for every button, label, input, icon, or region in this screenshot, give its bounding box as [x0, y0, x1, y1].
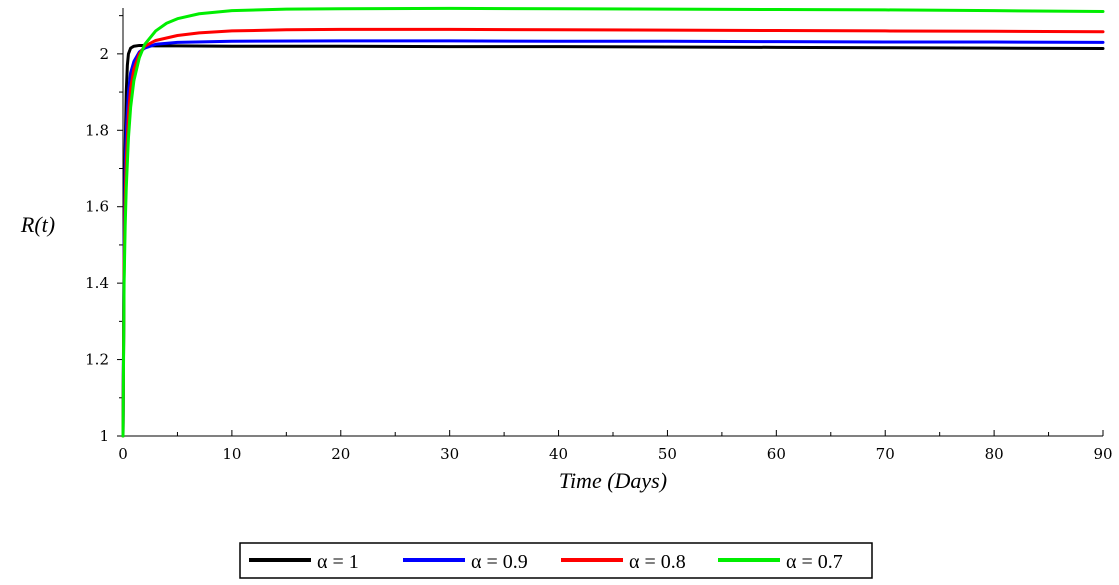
legend-label-3: α = 0.8	[629, 551, 686, 573]
y-tick-label: 1	[99, 427, 109, 445]
x-tick-label: 0	[118, 445, 128, 463]
series-line-2	[121, 39, 1105, 438]
y-tick-label: 2	[99, 45, 109, 63]
x-axis-label: Time (Days)	[559, 468, 667, 493]
y-tick-label: 1.8	[85, 121, 109, 139]
legend: α = 1 α = 0.9 α = 0.8 α = 0.7	[239, 542, 873, 579]
y-axis-label: R(t)	[20, 212, 55, 237]
series-group	[121, 6, 1105, 438]
x-tick-label: 40	[549, 445, 568, 463]
legend-label-1: α = 1	[317, 551, 359, 573]
legend-label-2: α = 0.9	[471, 551, 528, 573]
x-tick-label: 30	[440, 445, 459, 463]
axes: 0 10 20 30 40 50 60 70 80 90 1 1.2 1.4 1.6 1.8 2	[85, 8, 1113, 463]
x-tick-label: 50	[658, 445, 677, 463]
x-tick-label: 20	[331, 445, 350, 463]
series-line-3	[121, 27, 1105, 438]
y-tick-label: 1.2	[85, 351, 109, 369]
series-line-4	[121, 6, 1105, 438]
x-tick-label: 10	[222, 445, 241, 463]
legend-label-4: α = 0.7	[786, 551, 843, 573]
y-tick-label: 1.4	[85, 274, 109, 292]
series-line-1	[121, 43, 1105, 438]
x-tick-label: 60	[767, 445, 786, 463]
y-tick-label: 1.6	[85, 198, 109, 216]
x-tick-label: 80	[985, 445, 1004, 463]
x-tick-label: 70	[876, 445, 895, 463]
x-tick-label: 90	[1093, 445, 1112, 463]
